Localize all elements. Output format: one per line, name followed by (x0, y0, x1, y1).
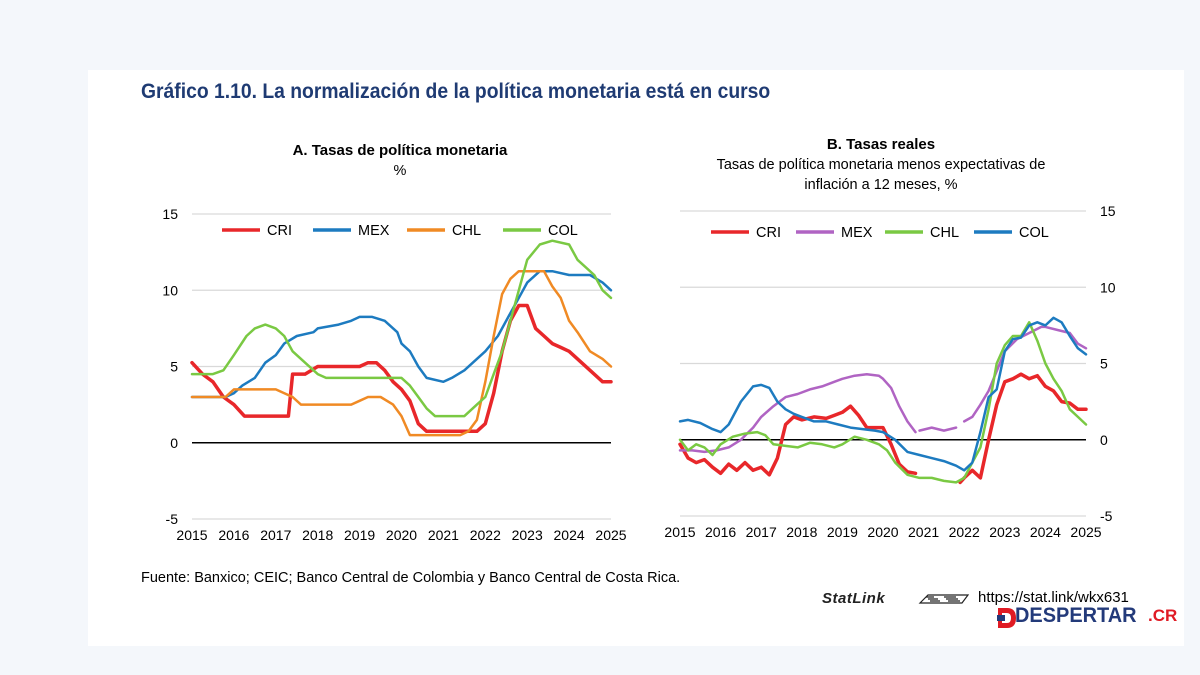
y-tick-label: 0 (170, 435, 178, 451)
x-tick-label: 2017 (746, 524, 777, 540)
legend-label-col: COL (1019, 225, 1049, 241)
x-tick-label: 2015 (664, 524, 695, 540)
brand-mark-icon (997, 608, 1016, 628)
panel-a-subtitle: % (393, 163, 407, 179)
x-tick-label: 2017 (260, 527, 291, 543)
panel-b-subtitle-line2: inflación a 12 meses, % (804, 177, 958, 193)
y-tick-label: 10 (162, 282, 178, 298)
series-line-chl (190, 269, 613, 437)
x-tick-label: 2016 (218, 527, 249, 543)
x-tick-label: 2023 (989, 524, 1020, 540)
x-tick-label: 2025 (595, 527, 626, 543)
legend-label-cri: CRI (756, 225, 781, 241)
x-tick-label: 2025 (1070, 524, 1101, 540)
statlink-label: StatLink (822, 590, 886, 607)
x-tick-label: 2019 (827, 524, 858, 540)
series-line-col (190, 239, 613, 418)
legend-label-col: COL (548, 223, 578, 239)
x-tick-label: 2024 (554, 527, 585, 543)
x-tick-label: 2015 (176, 527, 207, 543)
x-tick-label: 2021 (428, 527, 459, 543)
y-tick-label: 15 (162, 206, 178, 222)
x-tick-label: 2020 (386, 527, 417, 543)
background-band-top (0, 0, 1200, 70)
panel-a: -5 0 5 10 15 2015 2016 2017 2018 2019 2020 2021 2022… (162, 206, 626, 543)
y-tick-label: 10 (1100, 279, 1116, 295)
y-tick-label: 0 (1100, 432, 1108, 448)
x-tick-label: 2021 (908, 524, 939, 540)
panel-b-title: B. Tasas reales (826, 136, 936, 153)
y-tick-label: 5 (170, 359, 178, 375)
legend-label-mex: MEX (358, 223, 390, 239)
series-line-chl (678, 321, 1088, 484)
y-tick-label: -5 (1100, 508, 1113, 524)
series-line-col (678, 316, 1088, 472)
x-tick-label: 2022 (470, 527, 501, 543)
series-line-cri (678, 372, 1088, 485)
x-tick-label: 2020 (867, 524, 898, 540)
series-line-cri (190, 303, 613, 434)
panel-a-title: A. Tasas de política monetaria (292, 142, 508, 159)
legend-label-chl: CHL (930, 225, 959, 241)
x-tick-label: 2019 (344, 527, 375, 543)
legend-label-cri: CRI (267, 223, 292, 239)
legend-label-mex: MEX (841, 225, 873, 241)
x-tick-label: 2024 (1030, 524, 1061, 540)
x-tick-label: 2023 (512, 527, 543, 543)
panel-b: -5 0 5 10 15 2015 2016 2017 2018 2019 2020 2021 2022… (664, 203, 1115, 540)
brand-suffix: .CR (1148, 606, 1178, 625)
series-line-mex (190, 269, 613, 399)
y-tick-label: 15 (1100, 203, 1116, 219)
x-tick-label: 2018 (786, 524, 817, 540)
background-band-left (0, 0, 88, 675)
statlink-url[interactable]: https://stat.link/wkx631 (978, 589, 1129, 606)
x-tick-label: 2016 (705, 524, 736, 540)
y-tick-label: 5 (1100, 356, 1108, 372)
brand-name: DESPERTAR (1015, 604, 1137, 627)
background-band-bottom (0, 646, 1200, 675)
figure-title: Gráfico 1.10. La normalización de la pol… (141, 80, 771, 103)
x-tick-label: 2022 (949, 524, 980, 540)
panel-b-subtitle-line1: Tasas de política monetaria menos expect… (716, 157, 1046, 173)
source-note: Fuente: Banxico; CEIC; Banco Central de … (141, 570, 681, 586)
legend-label-chl: CHL (452, 223, 481, 239)
y-tick-label: -5 (166, 511, 179, 527)
statlink-logo-icon (918, 594, 970, 604)
x-tick-label: 2018 (302, 527, 333, 543)
background-band-right (1184, 0, 1200, 675)
